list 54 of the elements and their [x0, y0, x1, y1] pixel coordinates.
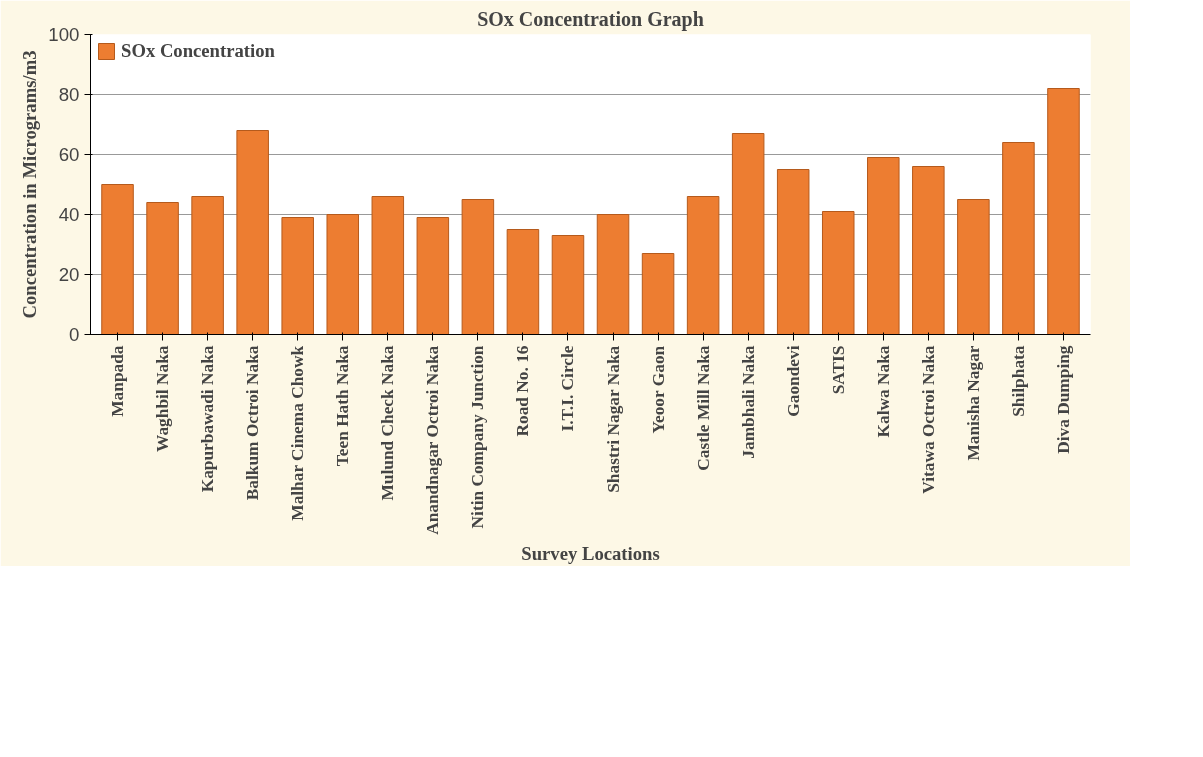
y-tick-label: 20	[58, 264, 80, 285]
y-tick-label: 60	[58, 144, 80, 165]
x-tick-label: Kapurbawadi Naka	[198, 345, 218, 493]
bar	[146, 202, 179, 335]
x-tick-label: Yeoor Gaon	[648, 345, 668, 434]
bar	[191, 196, 224, 335]
x-tick-label: Anandnagar Octroi Naka	[423, 345, 443, 535]
legend-label: SOx Concentration	[121, 40, 275, 62]
x-tick-label: Jambhali Naka	[738, 345, 758, 459]
bar	[1047, 88, 1080, 335]
bar	[641, 253, 675, 335]
chart-title: SOx Concentration Graph	[477, 7, 704, 31]
bar	[867, 157, 900, 335]
y-axis-title: Concentration in Micrograms/m3	[19, 50, 41, 319]
x-tick-label: Waghbil Naka	[153, 345, 173, 452]
x-tick-label: Shilphata	[1008, 345, 1028, 417]
bar	[281, 217, 314, 335]
bar	[371, 196, 405, 335]
x-tick-label: Diva Dumping	[1053, 345, 1073, 454]
x-tick-label: Manpada	[108, 345, 128, 417]
bar	[416, 217, 450, 335]
bar	[506, 229, 540, 335]
x-axis-title: Survey Locations	[521, 542, 660, 564]
x-tick-label: Road No. 16	[513, 345, 533, 437]
x-tick-label: Castle Mill Naka	[693, 345, 713, 471]
x-tick-label: Nitin Company Junction	[468, 345, 488, 529]
bar	[596, 214, 630, 335]
bar	[551, 235, 585, 335]
x-tick-label: Gaondevi	[783, 345, 803, 417]
x-tick-label: SATIS	[828, 345, 848, 395]
x-tick-label: Manisha Nagar	[963, 345, 983, 461]
y-tick-label: 0	[69, 324, 80, 345]
x-tick-label: Malhar Cinema Chowk	[288, 345, 308, 521]
bar	[686, 196, 720, 335]
bar	[461, 199, 495, 335]
bar	[912, 166, 945, 335]
x-tick-label: I.T.I. Circle	[558, 345, 578, 432]
x-tick-label: Teen Hath Naka	[333, 345, 353, 467]
bar	[236, 130, 269, 335]
bar	[776, 169, 810, 335]
bar	[1002, 142, 1035, 335]
y-tick-label: 80	[58, 84, 80, 105]
bar	[101, 184, 134, 335]
bar	[821, 211, 855, 335]
x-tick-label: Kalwa Naka	[873, 345, 893, 438]
bar	[731, 133, 765, 335]
bar	[957, 199, 990, 335]
y-tick-label: 100	[48, 24, 80, 45]
x-tick-label: Mulund Check Naka	[378, 345, 398, 501]
x-tick-label: Vitawa Octroi Naka	[918, 345, 938, 494]
bar	[326, 214, 360, 335]
x-tick-label: Shastri Nagar Naka	[603, 345, 623, 493]
y-tick-label: 40	[58, 204, 80, 225]
x-tick-label: Balkum Octroi Naka	[243, 345, 263, 501]
